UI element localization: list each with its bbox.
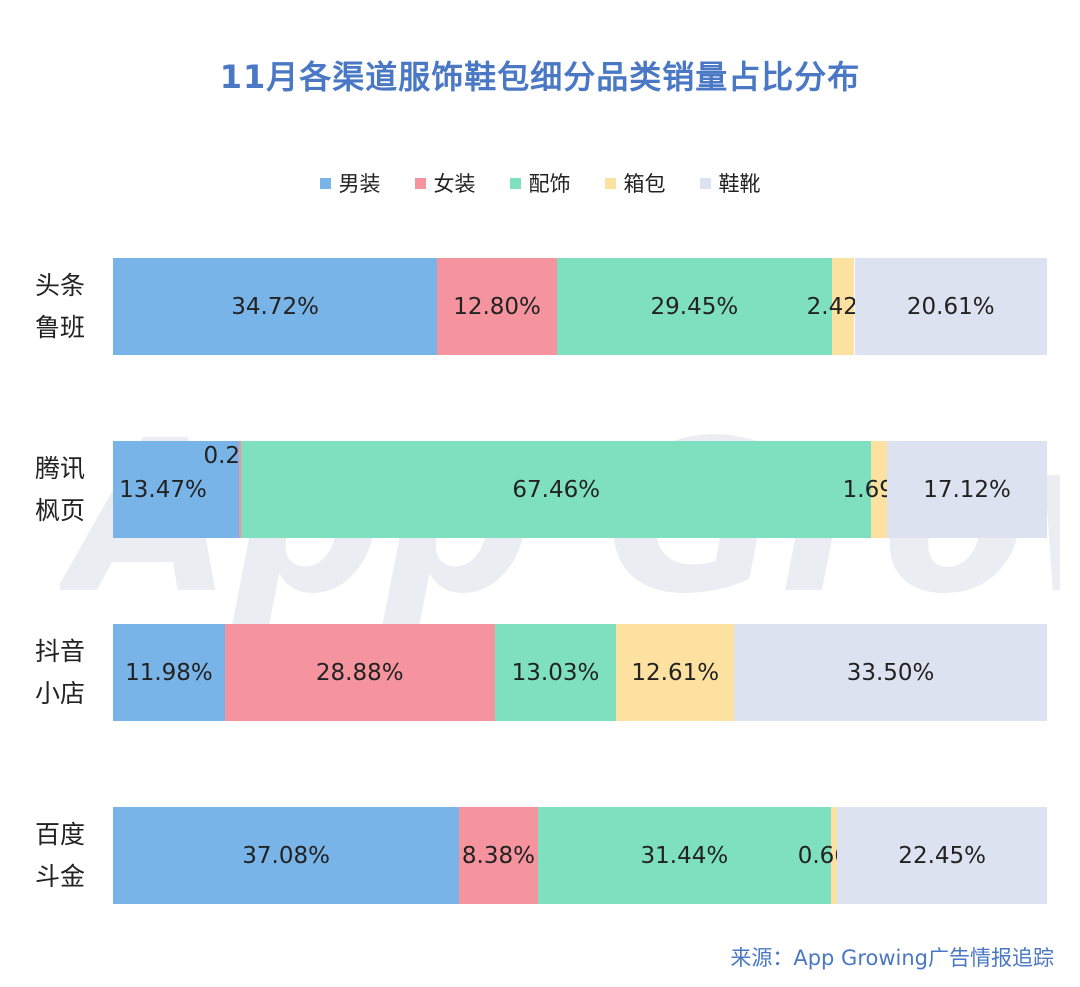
legend-label: 女装	[433, 172, 476, 196]
source-note: 来源：App Growing广告情报追踪	[730, 946, 1054, 970]
data-label: 22.45%	[898, 842, 987, 869]
legend-swatch	[509, 177, 521, 189]
data-label: 17.12%	[923, 476, 1011, 503]
data-label: 34.72%	[231, 293, 319, 320]
category-label: 百度 斗金	[34, 819, 85, 891]
bar-segment	[241, 441, 872, 538]
data-label: 67.46%	[512, 476, 601, 503]
bar-segment	[113, 624, 225, 721]
data-label: 37.08%	[242, 842, 330, 869]
data-label: 31.44%	[640, 842, 729, 869]
bar-segment	[537, 807, 832, 904]
legend-label: 配饰	[528, 172, 571, 196]
data-label: 13.47%	[119, 476, 207, 503]
category-label: 腾讯 枫页	[34, 453, 85, 525]
bar-segment	[734, 624, 1047, 721]
bar-segment	[854, 258, 1047, 355]
bar-segment	[224, 624, 495, 721]
data-label: 8.38%	[461, 842, 535, 869]
data-label: 12.80%	[453, 293, 541, 320]
bar-segment	[871, 441, 888, 538]
bar-segment	[459, 807, 538, 904]
bar-segment	[556, 258, 832, 355]
bar-segment	[113, 258, 438, 355]
legend-label: 箱包	[623, 172, 666, 196]
legend-item: 配饰	[509, 168, 571, 198]
legend-swatch	[604, 177, 616, 189]
data-label: 28.88%	[315, 659, 404, 686]
legend-item: 男装	[319, 168, 381, 198]
bar-segment	[887, 441, 1047, 538]
legend-item: 鞋靴	[699, 168, 761, 198]
stacked-bar: 34.72% 12.80% 29.45% 2.42% 20.61%	[113, 258, 1047, 355]
legend-swatch	[319, 177, 331, 189]
bar-segment	[238, 441, 242, 538]
data-label: 29.45%	[650, 293, 739, 320]
legend-label: 男装	[338, 172, 381, 196]
bar-segment	[831, 258, 855, 355]
legend-label: 鞋靴	[718, 172, 761, 196]
bar-segment	[616, 624, 735, 721]
data-label: 20.61%	[906, 293, 995, 320]
category-label: 抖音 小店	[34, 636, 85, 708]
data-label: 33.50%	[846, 659, 935, 686]
bar-segment	[831, 807, 838, 904]
bar-segment	[837, 807, 1047, 904]
legend: 男装 女装 配饰 箱包 鞋靴	[0, 168, 1080, 198]
legend-swatch	[699, 177, 711, 189]
legend-item: 箱包	[604, 168, 666, 198]
legend-item: 女装	[414, 168, 476, 198]
chart-title: 11月各渠道服饰鞋包细分品类销量占比分布	[219, 58, 861, 96]
legend-swatch	[414, 177, 426, 189]
bar-segment	[437, 258, 557, 355]
category-label: 头条 鲁班	[34, 270, 85, 342]
bar-segment	[113, 441, 239, 538]
stacked-bar: 13.47% 0.26% 67.46% 1.69% 17.12%	[113, 441, 1047, 538]
bar-segment	[494, 624, 617, 721]
data-label: 12.61%	[631, 659, 720, 686]
data-label: 13.03%	[511, 659, 600, 686]
stacked-bar: 37.08% 8.38% 31.44% 0.66% 22.45%	[113, 807, 1047, 904]
bar-segment	[113, 807, 460, 904]
stacked-bar: 11.98% 28.88% 13.03% 12.61% 33.50%	[113, 624, 1047, 721]
data-label: 11.98%	[125, 659, 213, 686]
